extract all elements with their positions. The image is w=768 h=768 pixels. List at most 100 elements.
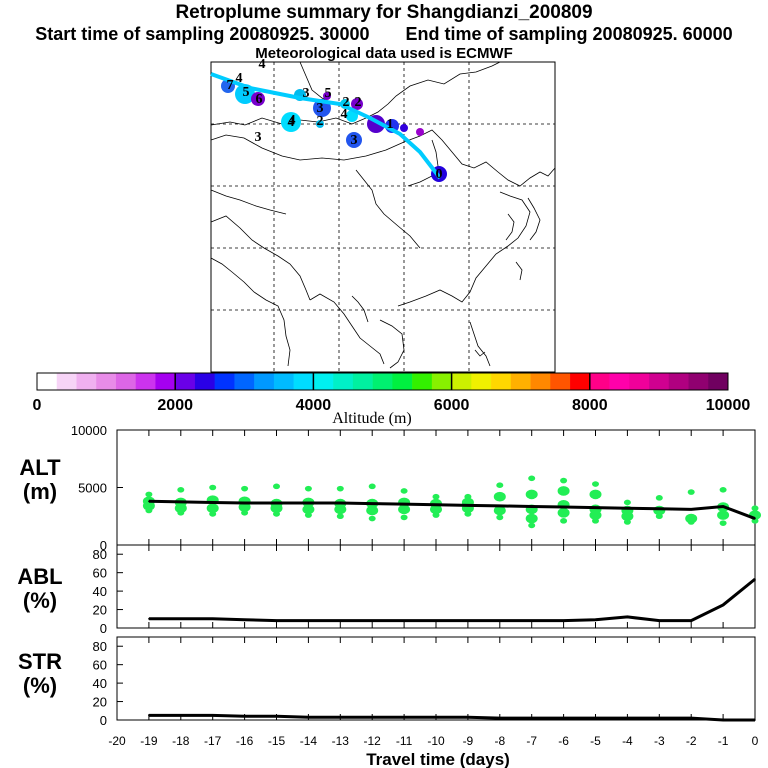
series-point bbox=[594, 618, 597, 621]
y-tick-label: 0 bbox=[100, 621, 107, 636]
scatter-point bbox=[592, 481, 599, 487]
colorbar-swatch bbox=[214, 373, 235, 390]
series-point bbox=[403, 716, 405, 719]
scatter-point bbox=[655, 495, 663, 501]
scatter-point bbox=[557, 508, 570, 518]
scatter-point bbox=[751, 505, 759, 512]
scatter-point bbox=[336, 513, 344, 520]
panel-frame bbox=[116, 636, 756, 721]
colorbar-swatch bbox=[37, 373, 58, 390]
plume-label: 2 bbox=[343, 95, 350, 110]
str-panel: 0 20 40 60 80 bbox=[93, 636, 756, 728]
scatter-point bbox=[177, 487, 185, 493]
plume-label: 3 bbox=[303, 86, 310, 101]
scatter-point bbox=[496, 514, 504, 521]
series-point bbox=[626, 507, 629, 510]
colorbar-swatch bbox=[313, 373, 334, 390]
x-tick-label: -14 bbox=[300, 734, 318, 748]
colorbar-swatch bbox=[589, 373, 610, 390]
y-tick-label: 10000 bbox=[71, 423, 107, 438]
series-point bbox=[371, 619, 374, 622]
series-point bbox=[180, 501, 182, 503]
series-point bbox=[148, 617, 150, 620]
colorbar bbox=[36, 372, 729, 391]
scatter-point bbox=[687, 489, 695, 495]
colorbar-swatch bbox=[431, 373, 452, 390]
colorbar-swatch bbox=[629, 373, 650, 390]
colorbar-swatch bbox=[668, 373, 689, 390]
plume-label: 6 bbox=[256, 92, 263, 107]
colorbar-swatch bbox=[175, 373, 196, 390]
colorbar-swatch bbox=[649, 373, 670, 390]
y-tick-label: 20 bbox=[93, 695, 107, 710]
scatter-point bbox=[241, 485, 249, 492]
alt-ylabel-line1: ALT bbox=[19, 455, 61, 480]
plume-label: 4 bbox=[289, 113, 296, 128]
scatter-point bbox=[589, 489, 602, 500]
y-tick-label: 0 bbox=[100, 538, 107, 553]
start-value: 20080925. 30000 bbox=[229, 24, 370, 44]
scatter-point bbox=[560, 477, 568, 484]
series-point bbox=[275, 502, 278, 504]
scatter-point bbox=[366, 505, 379, 516]
colorbar-ticks: 0 2000 4000 6000 8000 10000 bbox=[33, 373, 750, 414]
x-tick-label: -6 bbox=[558, 734, 569, 748]
colorbar-tick-label: 4000 bbox=[296, 397, 332, 414]
plume-label: 5 bbox=[243, 85, 250, 100]
plume-track bbox=[210, 72, 442, 180]
str-ylabel-line1: STR bbox=[18, 649, 62, 674]
y-tick-label: 80 bbox=[93, 639, 107, 654]
series-point bbox=[211, 501, 214, 504]
x-tick-label: -1 bbox=[718, 734, 729, 748]
series-point bbox=[690, 717, 692, 719]
scatter-point bbox=[685, 513, 698, 524]
series-point bbox=[562, 506, 565, 508]
abl-panel: 0 20 40 60 80 bbox=[93, 544, 756, 636]
colorbar-swatch bbox=[530, 373, 551, 390]
y-tick-label: 20 bbox=[93, 603, 107, 618]
colorbar-swatch bbox=[254, 373, 275, 390]
colorbar-swatch bbox=[510, 373, 531, 390]
x-tick-label: -20 bbox=[108, 734, 126, 748]
plume-dot bbox=[346, 132, 362, 148]
alt-ylabel: ALT (m) bbox=[0, 456, 80, 504]
series-point bbox=[403, 503, 405, 505]
colorbar-tick-label: 2000 bbox=[157, 397, 193, 414]
x-tick-label: -10 bbox=[427, 734, 445, 748]
colorbar-swatch bbox=[96, 373, 117, 390]
colorbar-swatch bbox=[135, 373, 156, 390]
y-tick-label: 60 bbox=[93, 566, 107, 581]
series-point bbox=[626, 717, 629, 719]
colorbar-swatch bbox=[115, 373, 137, 390]
colorbar-tick-label: 8000 bbox=[572, 397, 608, 414]
colorbar-swatch bbox=[412, 373, 433, 390]
colorbar-swatch bbox=[372, 373, 393, 390]
series-point bbox=[530, 505, 533, 508]
y-tick-label: 40 bbox=[93, 676, 107, 691]
plume-label: 7 bbox=[227, 78, 234, 93]
series-point bbox=[499, 505, 501, 507]
series-point bbox=[722, 604, 724, 606]
alt-ylabel-line2: (m) bbox=[22, 479, 58, 504]
series-point bbox=[690, 619, 692, 622]
colorbar-swatch bbox=[451, 373, 472, 390]
series-point bbox=[658, 619, 661, 622]
x-tick-label: -18 bbox=[172, 734, 190, 748]
series-point bbox=[754, 719, 756, 721]
series-point bbox=[435, 716, 437, 719]
abl-ylabel-line1: ABL bbox=[17, 564, 63, 589]
scatter-point bbox=[464, 493, 472, 500]
plume-label: 3 bbox=[255, 130, 262, 145]
plume-label: 4 bbox=[259, 57, 266, 72]
plume-label: 2 bbox=[317, 114, 324, 129]
met-data-line: Meteorological data used is ECMWF bbox=[255, 45, 513, 62]
series-point bbox=[658, 507, 661, 510]
colorbar-swatch bbox=[155, 373, 176, 390]
series-point bbox=[211, 617, 214, 620]
colorbar-swatch bbox=[293, 373, 314, 390]
colorbar-swatch bbox=[333, 373, 354, 390]
series-point bbox=[148, 714, 150, 717]
series-point bbox=[530, 717, 533, 719]
